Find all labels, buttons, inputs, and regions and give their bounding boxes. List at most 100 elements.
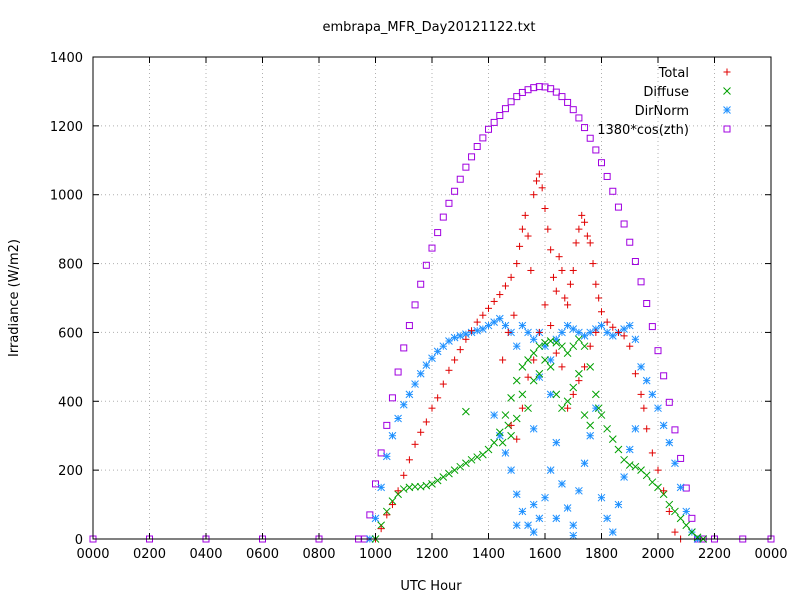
data-point	[654, 404, 662, 413]
y-tick-label: 200	[58, 464, 83, 479]
data-point	[529, 335, 538, 344]
data-point	[507, 431, 515, 440]
data-point	[620, 220, 628, 228]
data-point	[671, 507, 679, 516]
data-point	[614, 500, 623, 509]
series-star	[365, 314, 702, 543]
data-point	[676, 483, 685, 492]
data-point	[473, 143, 481, 151]
data-point	[422, 261, 430, 269]
data-point	[541, 204, 549, 212]
x-tick-label: 0200	[133, 547, 166, 562]
data-point	[586, 134, 594, 142]
data-point	[501, 282, 509, 290]
data-point	[592, 328, 600, 336]
data-point	[631, 258, 639, 266]
data-point	[513, 260, 521, 268]
data-point	[529, 500, 538, 509]
data-point	[626, 238, 634, 246]
data-point	[377, 449, 385, 457]
data-point	[563, 504, 572, 512]
series-square	[89, 83, 775, 543]
data-point	[439, 213, 447, 221]
data-point	[575, 369, 583, 378]
data-point	[591, 390, 600, 399]
data-point	[479, 134, 487, 142]
data-point	[597, 411, 606, 419]
data-point	[547, 85, 555, 93]
data-point	[544, 225, 552, 233]
data-point	[366, 511, 374, 519]
data-point	[558, 363, 566, 371]
data-point	[496, 291, 504, 299]
data-point	[598, 159, 605, 167]
data-point	[569, 521, 578, 530]
data-point	[456, 346, 464, 354]
data-point	[518, 88, 526, 96]
data-point	[580, 342, 589, 351]
y-tick-label: 600	[58, 326, 83, 341]
data-point	[609, 323, 617, 331]
data-point	[603, 172, 611, 180]
legend-label: DirNorm	[635, 104, 689, 119]
legend: Total Diffuse DirNorm 1380*cos(zth)	[597, 66, 731, 138]
data-point	[583, 232, 591, 240]
data-point	[394, 368, 402, 376]
data-point	[411, 380, 419, 388]
data-point	[592, 280, 600, 288]
data-point	[498, 438, 507, 447]
data-point	[507, 273, 515, 281]
y-tick-label: 0	[75, 533, 83, 548]
data-point	[546, 466, 555, 474]
data-point	[518, 321, 527, 330]
data-point	[405, 322, 413, 330]
data-point	[614, 203, 622, 211]
series-cross	[371, 335, 708, 543]
data-point	[388, 394, 396, 402]
data-point	[445, 199, 453, 207]
data-point	[490, 411, 499, 419]
data-point	[581, 218, 589, 226]
data-point	[530, 84, 538, 92]
y-axis-label: Irradiance (W/m2)	[7, 239, 22, 357]
data-point	[533, 177, 541, 185]
data-point	[569, 106, 577, 114]
x-tick-label: 0400	[189, 547, 222, 562]
data-point	[456, 462, 465, 471]
data-point	[620, 332, 628, 340]
data-point	[495, 428, 504, 437]
data-point	[521, 211, 529, 219]
data-point	[586, 431, 595, 440]
data-point	[561, 294, 569, 302]
data-point	[552, 390, 561, 399]
data-point	[665, 500, 674, 509]
data-point	[677, 454, 685, 462]
data-point	[371, 514, 380, 523]
x-tick-label: 2200	[698, 547, 731, 562]
data-point	[631, 370, 639, 378]
data-point	[609, 187, 617, 195]
data-point	[569, 390, 577, 398]
data-point	[643, 300, 651, 308]
data-point	[518, 390, 527, 399]
data-point	[688, 514, 696, 522]
data-point	[642, 471, 651, 480]
y-tick-label: 1400	[50, 51, 83, 66]
data-point	[597, 321, 606, 330]
data-point	[512, 414, 521, 423]
data-point	[411, 301, 419, 309]
data-point	[468, 153, 476, 161]
data-point	[462, 163, 470, 171]
data-point	[479, 311, 487, 319]
data-point	[535, 514, 544, 523]
data-point	[564, 301, 572, 309]
x-tick-label: 2000	[641, 547, 674, 562]
data-point	[394, 487, 402, 495]
data-point	[445, 366, 453, 374]
data-point	[637, 363, 645, 371]
data-point	[507, 421, 515, 429]
data-point	[637, 278, 645, 286]
data-point	[566, 280, 574, 288]
data-point	[388, 501, 396, 509]
data-point	[580, 411, 589, 419]
